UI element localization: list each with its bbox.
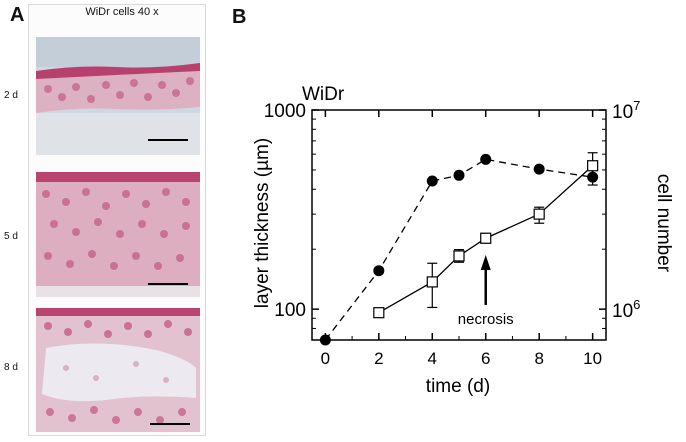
data-point-square bbox=[480, 232, 492, 244]
left-tick-label: 100 bbox=[274, 300, 306, 321]
data-point-square bbox=[453, 250, 465, 262]
data-point-circle bbox=[319, 334, 331, 346]
left-axis-label: layer thickness (µm) bbox=[252, 138, 273, 308]
right-axis-label: cell number bbox=[653, 174, 674, 273]
data-point-circle bbox=[533, 163, 545, 175]
panel-a-title: WiDr cells 40 x bbox=[85, 6, 159, 18]
data-point-square bbox=[587, 160, 599, 172]
x-tick-label: 0 bbox=[321, 349, 330, 368]
x-tick-label: 2 bbox=[374, 349, 383, 368]
x-tick-label: 8 bbox=[534, 349, 543, 368]
plot-border bbox=[311, 109, 607, 341]
data-point-circle bbox=[426, 175, 438, 187]
plot-frame bbox=[311, 109, 607, 341]
annotation-layer: necrosis bbox=[458, 255, 514, 328]
micrograph-2d bbox=[36, 37, 200, 155]
micrograph-5d bbox=[36, 172, 200, 297]
data-point-square bbox=[426, 276, 438, 288]
data-point-circle bbox=[373, 265, 385, 277]
data-point-circle bbox=[453, 169, 465, 181]
data-point-square bbox=[533, 208, 545, 220]
x-tick-label: 10 bbox=[583, 349, 602, 368]
data-point-square bbox=[373, 307, 385, 319]
day-label-8d: 8 d bbox=[4, 362, 18, 373]
x-tick-label: 4 bbox=[428, 349, 437, 368]
necrosis-label: necrosis bbox=[458, 311, 514, 328]
necrosis-arrow-head bbox=[480, 255, 491, 270]
right-axis-ticks: 106 107 bbox=[599, 98, 640, 341]
day-label-5d: 5 d bbox=[4, 231, 18, 242]
day-label-2d: 2 d bbox=[4, 90, 18, 101]
panel-a-letter: A bbox=[10, 4, 25, 26]
series-line-solid bbox=[378, 165, 594, 314]
x-tick-label: 6 bbox=[481, 349, 490, 368]
right-tick-label: 106 bbox=[612, 297, 640, 322]
left-axis-ticks: 100 1000 bbox=[264, 101, 319, 341]
panel-b-letter: B bbox=[232, 6, 247, 28]
chart-title: WiDr bbox=[302, 84, 345, 105]
right-tick-label: 107 bbox=[612, 98, 640, 123]
data-point-circle bbox=[587, 171, 599, 183]
micrograph-8d bbox=[36, 308, 200, 432]
left-tick-label: 1000 bbox=[264, 101, 306, 122]
series-layer bbox=[319, 152, 599, 346]
x-axis-ticks: 0 2 4 6 8 10 bbox=[321, 110, 602, 368]
x-axis-label: time (d) bbox=[426, 376, 490, 397]
data-point-circle bbox=[480, 153, 492, 165]
